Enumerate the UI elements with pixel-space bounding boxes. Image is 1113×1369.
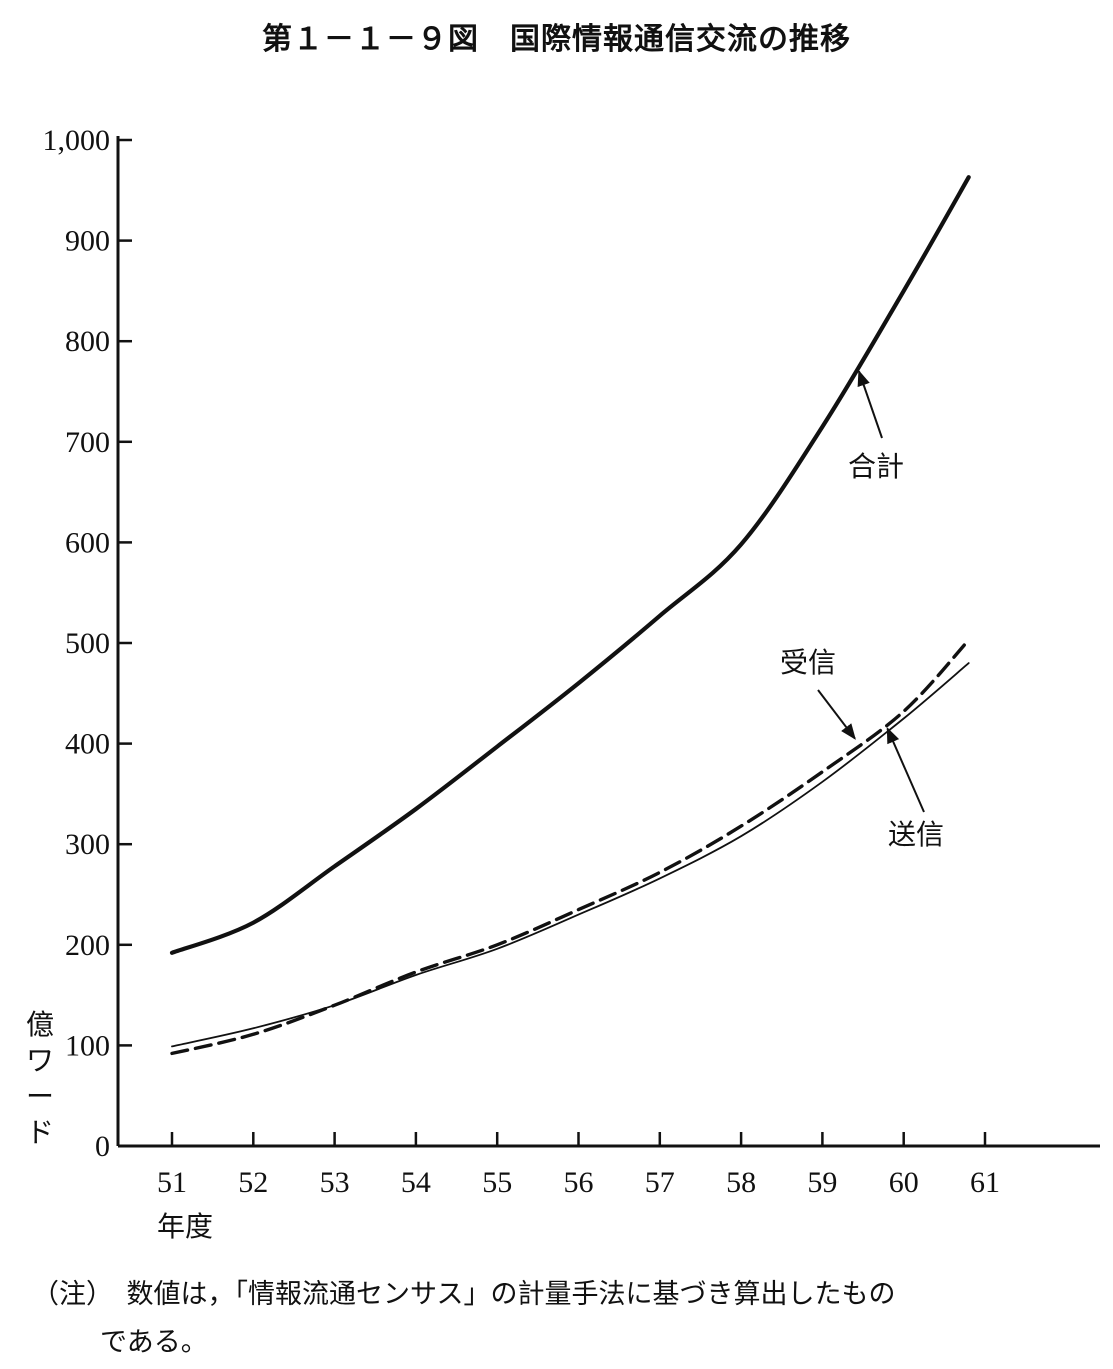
x-tick-label: 57	[645, 1166, 675, 1199]
x-tick-label: 55	[482, 1166, 512, 1199]
x-tick-label: 54	[401, 1166, 431, 1199]
annotation-arrow	[817, 689, 856, 740]
y-tick-label: 400	[65, 728, 110, 761]
y-tick-label: 900	[65, 225, 110, 258]
annotation-arrow	[886, 727, 925, 813]
x-tick-label: 51	[157, 1166, 187, 1199]
x-tick-label: 53	[320, 1166, 350, 1199]
y-axis-label: 億ワード	[26, 1008, 54, 1149]
y-tick-label: 1,000	[43, 124, 111, 157]
annotation-arrow	[857, 369, 883, 439]
note-line-2: である。	[100, 1327, 208, 1358]
series-line-送信	[171, 662, 970, 1048]
x-tick-label: 52	[238, 1166, 268, 1199]
series-line-受信	[170, 638, 971, 1056]
chart-title: 第１－１－９図 国際情報通信交流の推移	[262, 22, 851, 57]
x-tick-label: 60	[889, 1166, 919, 1199]
y-tick-label: 700	[65, 426, 110, 459]
series-label: 送信	[888, 818, 944, 851]
y-tick-label: 600	[65, 526, 110, 559]
series-lines	[169, 175, 971, 1056]
x-tick-label: 59	[807, 1166, 837, 1199]
x-axis-ticks: 51 52 53 54 55 56 57 58 59 60 61	[157, 1132, 1000, 1199]
axes	[116, 136, 1100, 1148]
y-tick-label: 500	[65, 627, 110, 660]
x-tick-label: 61	[970, 1166, 1000, 1199]
y-tick-label: 800	[65, 325, 110, 358]
x-tick-label: 56	[564, 1166, 594, 1199]
x-axis-label: 年度	[157, 1210, 213, 1243]
y-tick-label: 200	[65, 929, 110, 962]
series-label: 合計	[848, 450, 904, 483]
series-line-合計	[169, 175, 971, 955]
x-tick-label: 58	[726, 1166, 756, 1199]
note-line-1: （注） 数値は，「情報流通センサス」の計量手法に基づき算出したもの	[32, 1279, 896, 1310]
y-tick-label: 300	[65, 828, 110, 861]
y-axis-ticks: 0 100 200 300 400 500 600 700 800 900 1,000	[43, 124, 132, 1163]
y-tick-label: 100	[65, 1029, 110, 1062]
series-label: 受信	[780, 646, 836, 679]
y-tick-label: 0	[95, 1130, 110, 1163]
